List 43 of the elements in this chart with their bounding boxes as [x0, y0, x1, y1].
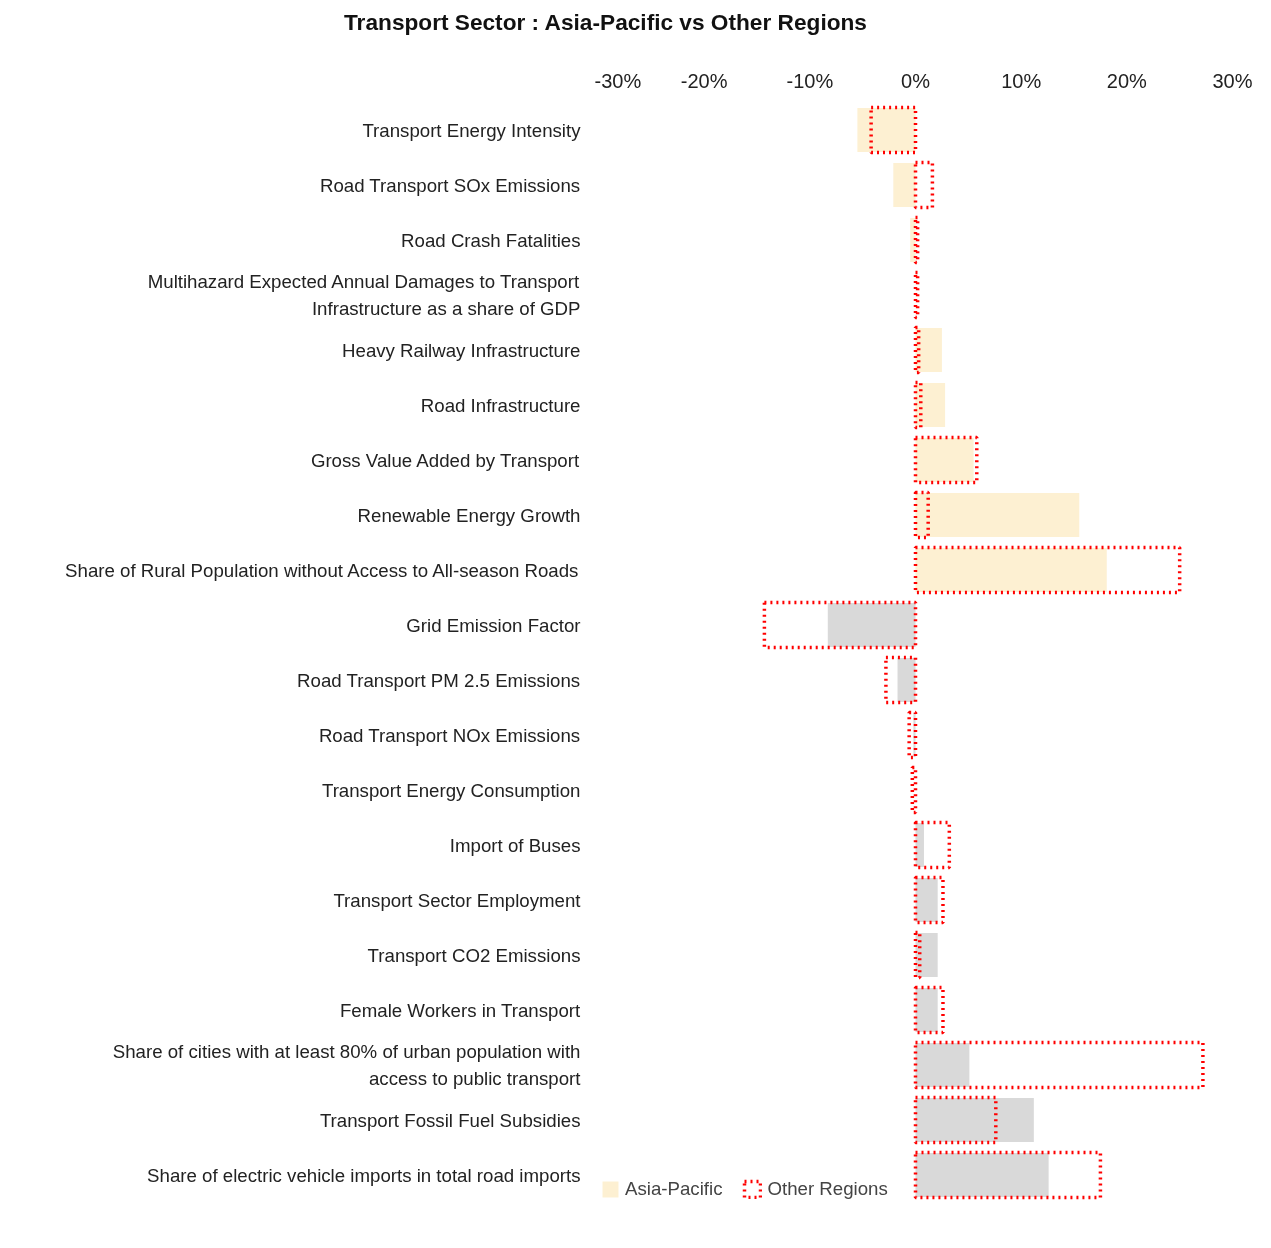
bar [827, 603, 916, 647]
x-tick-label: 0% [901, 69, 931, 92]
bar [910, 218, 916, 262]
y-tick-label: Transport CO2 Emissions [367, 944, 581, 966]
x-tick-label: 20% [1106, 69, 1148, 92]
bar [915, 1153, 1049, 1197]
y-tick-label: Transport Energy Consumption [321, 779, 581, 801]
y-tick-label: Share of electric vehicle imports in total road imports [147, 1164, 581, 1186]
y-tick-label: Road Transport PM 2.5 Emissions [297, 669, 581, 691]
bar [915, 1098, 1034, 1142]
y-tick-label: Heavy Railway Infrastructure [342, 339, 581, 361]
bar [915, 328, 942, 372]
bar [915, 933, 938, 977]
legend-label: Other Regions [767, 1178, 888, 1200]
y-tick-label: Gross Value Added by Transport [310, 449, 580, 471]
y-tick-label: Grid Emission Factor [406, 614, 581, 636]
y-tick-label: Multihazard Expected Annual Damages to Transport Infrastructure as a share of GDP [147, 271, 581, 319]
y-tick-label: Share of Rural Population without Access to All-season Roads [65, 559, 579, 581]
x-tick-label: -30% [594, 69, 642, 92]
bar [915, 548, 1107, 592]
bar [915, 383, 946, 427]
y-tick-label: Road Crash Fatalities [401, 229, 581, 251]
y-tick-label: Road Transport SOx Emissions [319, 174, 581, 196]
chart-title: Transport Sector : Asia-Pacific vs Other Regions [344, 8, 867, 37]
x-tick-label: 10% [1001, 69, 1042, 92]
legend-label: Asia-Pacific [625, 1178, 723, 1200]
x-tick-label: 30% [1212, 69, 1253, 92]
bar [915, 493, 1080, 537]
y-tick-label: Share of cities with at least 80% of urban population with access to public transport [112, 1041, 582, 1089]
y-tick-label: Transport Energy Intensity [362, 119, 582, 141]
y-tick-label: Import of Buses [449, 834, 581, 856]
y-tick-label: Renewable Energy Growth [357, 504, 581, 526]
bar [915, 1043, 970, 1087]
y-tick-label: Transport Fossil Fuel Subsidies [319, 1109, 581, 1131]
bar [857, 108, 916, 152]
x-tick-label: -10% [786, 69, 834, 92]
bar [897, 658, 916, 702]
bar [893, 163, 916, 207]
x-tick-label: -20% [680, 69, 728, 92]
y-tick-label: Female Workers in Transport [339, 999, 581, 1021]
y-tick-label: Road Infrastructure [420, 394, 581, 416]
y-tick-label: Transport Sector Employment [333, 889, 582, 911]
y-tick-label: Road Transport NOx Emissions [318, 724, 581, 746]
